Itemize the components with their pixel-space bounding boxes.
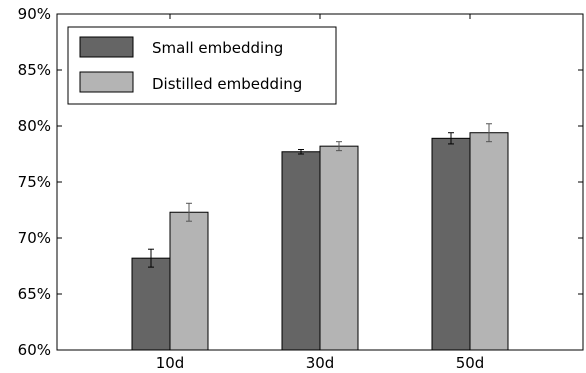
bars-group xyxy=(131,132,509,351)
y-tick-label: 80% xyxy=(18,117,51,135)
error-bar-distilled-embedding-30d xyxy=(336,141,342,152)
legend: Small embedding Distilled embedding xyxy=(67,26,337,105)
y-tick-label: 90% xyxy=(18,5,51,23)
plot-frame xyxy=(56,13,584,351)
error-bar-small-embedding-50d xyxy=(448,132,454,145)
y-axis-ticks: 60% 65% 70% 75% 80% 85% 90% xyxy=(18,5,583,359)
bar-distilled-embedding-30d xyxy=(319,145,359,351)
y-tick-label: 85% xyxy=(18,61,51,79)
y-tick-label: 75% xyxy=(18,173,51,191)
error-bars-group xyxy=(148,123,492,268)
x-tick-label-50d: 50d xyxy=(456,354,485,372)
y-tick-label: 60% xyxy=(18,341,51,359)
legend-swatch-distilled-embedding xyxy=(79,71,134,93)
x-axis-ticks: 10d 30d 50d xyxy=(156,14,485,372)
bar-distilled-embedding-10d xyxy=(169,211,209,351)
legend-swatch-small-embedding xyxy=(79,36,134,58)
bar-distilled-embedding-50d xyxy=(469,132,509,351)
legend-label-small-embedding: Small embedding xyxy=(152,39,283,57)
y-tick-label: 70% xyxy=(18,229,51,247)
error-bar-small-embedding-30d xyxy=(298,149,304,155)
x-tick-label-30d: 30d xyxy=(306,354,335,372)
bar-small-embedding-10d xyxy=(131,257,171,351)
bar-small-embedding-30d xyxy=(281,151,321,351)
error-bar-distilled-embedding-50d xyxy=(486,123,492,143)
error-bar-distilled-embedding-10d xyxy=(186,202,192,222)
y-tick-label: 65% xyxy=(18,285,51,303)
x-tick-label-10d: 10d xyxy=(156,354,185,372)
legend-label-distilled-embedding: Distilled embedding xyxy=(152,75,302,93)
bar-small-embedding-50d xyxy=(431,137,471,351)
error-bar-small-embedding-10d xyxy=(148,248,154,268)
